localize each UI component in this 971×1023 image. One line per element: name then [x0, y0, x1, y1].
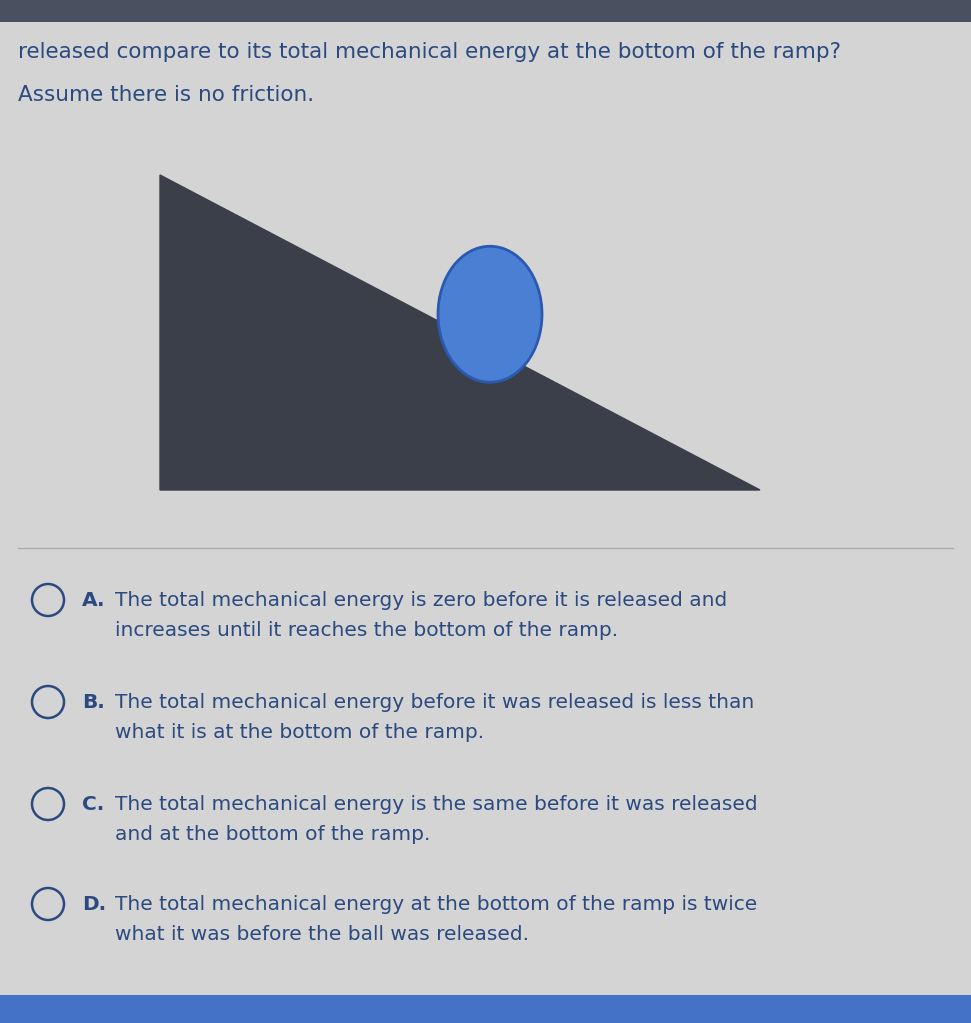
Text: released compare to its total mechanical energy at the bottom of the ramp?: released compare to its total mechanical…	[18, 42, 841, 62]
Text: The total mechanical energy before it was released is less than: The total mechanical energy before it wa…	[115, 693, 754, 712]
Text: Assume there is no friction.: Assume there is no friction.	[18, 85, 315, 105]
Text: The total mechanical energy is the same before it was released: The total mechanical energy is the same …	[115, 795, 757, 813]
Text: The total mechanical energy at the bottom of the ramp is twice: The total mechanical energy at the botto…	[115, 894, 757, 914]
Text: increases until it reaches the bottom of the ramp.: increases until it reaches the bottom of…	[115, 621, 619, 639]
Text: B.: B.	[82, 693, 105, 712]
Ellipse shape	[438, 247, 542, 383]
Text: what it was before the ball was released.: what it was before the ball was released…	[115, 925, 529, 943]
Text: A.: A.	[82, 590, 106, 610]
Bar	[0, 995, 971, 1023]
Text: D.: D.	[82, 894, 106, 914]
Bar	[0, 0, 971, 23]
Text: what it is at the bottom of the ramp.: what it is at the bottom of the ramp.	[115, 722, 485, 742]
Text: The total mechanical energy is zero before it is released and: The total mechanical energy is zero befo…	[115, 590, 727, 610]
Text: and at the bottom of the ramp.: and at the bottom of the ramp.	[115, 825, 430, 844]
Text: C.: C.	[82, 795, 104, 813]
Polygon shape	[160, 175, 760, 490]
